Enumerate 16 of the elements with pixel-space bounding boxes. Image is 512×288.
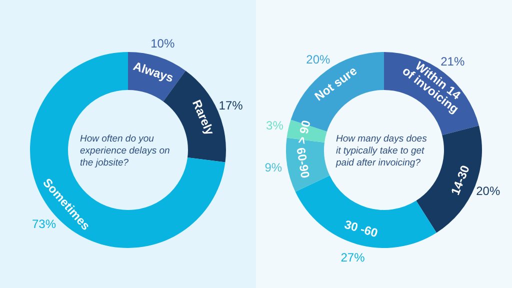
data-label: 20% — [476, 184, 500, 198]
text: How many days does it typically take to get paid after invoicing? — [335, 134, 430, 168]
slice-label: Not sure — [312, 64, 360, 104]
data-label: 10% — [150, 36, 175, 50]
text: How often do you experience delays on the jobsite? — [80, 134, 172, 168]
data-label: 17% — [218, 98, 244, 113]
slice-label: 14-30 — [448, 163, 473, 198]
data-label: 3% — [266, 118, 284, 133]
data-label: 20% — [306, 52, 330, 66]
slice-label: 60-90 — [294, 146, 312, 180]
slice-label: > 90 — [294, 118, 314, 146]
data-label: 27% — [340, 250, 366, 265]
slice-label: Always — [132, 58, 176, 86]
slice-label: 30 -60 — [342, 217, 380, 240]
data-label: 9% — [264, 160, 282, 175]
slice-label: Rarely — [190, 98, 218, 138]
